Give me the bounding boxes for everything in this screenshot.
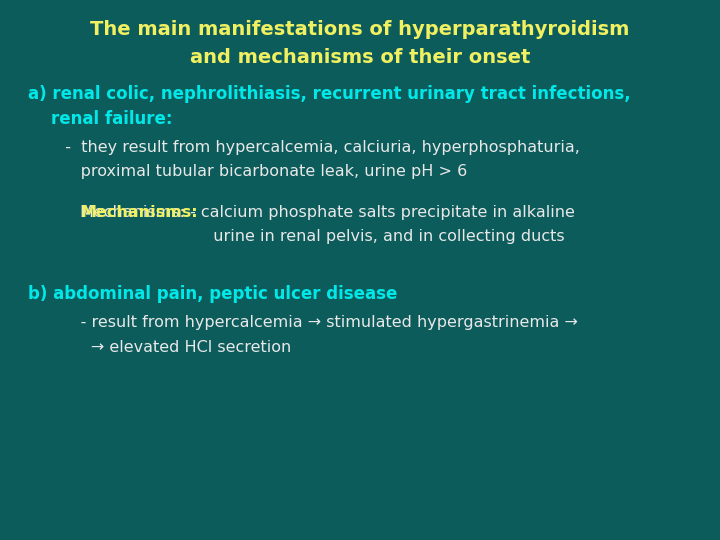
Text: Mechanisms: - calcium phosphate salts precipitate in alkaline: Mechanisms: - calcium phosphate salts pr… bbox=[80, 205, 575, 220]
Text: -  they result from hypercalcemia, calciuria, hyperphosphaturia,: - they result from hypercalcemia, calciu… bbox=[55, 140, 580, 155]
Text: The main manifestations of hyperparathyroidism: The main manifestations of hyperparathyr… bbox=[90, 20, 630, 39]
Text: b) abdominal pain, peptic ulcer disease: b) abdominal pain, peptic ulcer disease bbox=[28, 285, 397, 303]
Text: → elevated HCl secretion: → elevated HCl secretion bbox=[55, 340, 292, 355]
Text: a) renal colic, nephrolithiasis, recurrent urinary tract infections,: a) renal colic, nephrolithiasis, recurre… bbox=[28, 85, 631, 103]
Text: Mechanisms:: Mechanisms: bbox=[80, 205, 197, 220]
Text: urine in renal pelvis, and in collecting ducts: urine in renal pelvis, and in collecting… bbox=[80, 229, 564, 244]
Text: renal failure:: renal failure: bbox=[28, 110, 173, 128]
Text: and mechanisms of their onset: and mechanisms of their onset bbox=[190, 48, 530, 67]
Text: - result from hypercalcemia → stimulated hypergastrinemia →: - result from hypercalcemia → stimulated… bbox=[55, 315, 578, 330]
Text: proximal tubular bicarbonate leak, urine pH > 6: proximal tubular bicarbonate leak, urine… bbox=[55, 164, 467, 179]
